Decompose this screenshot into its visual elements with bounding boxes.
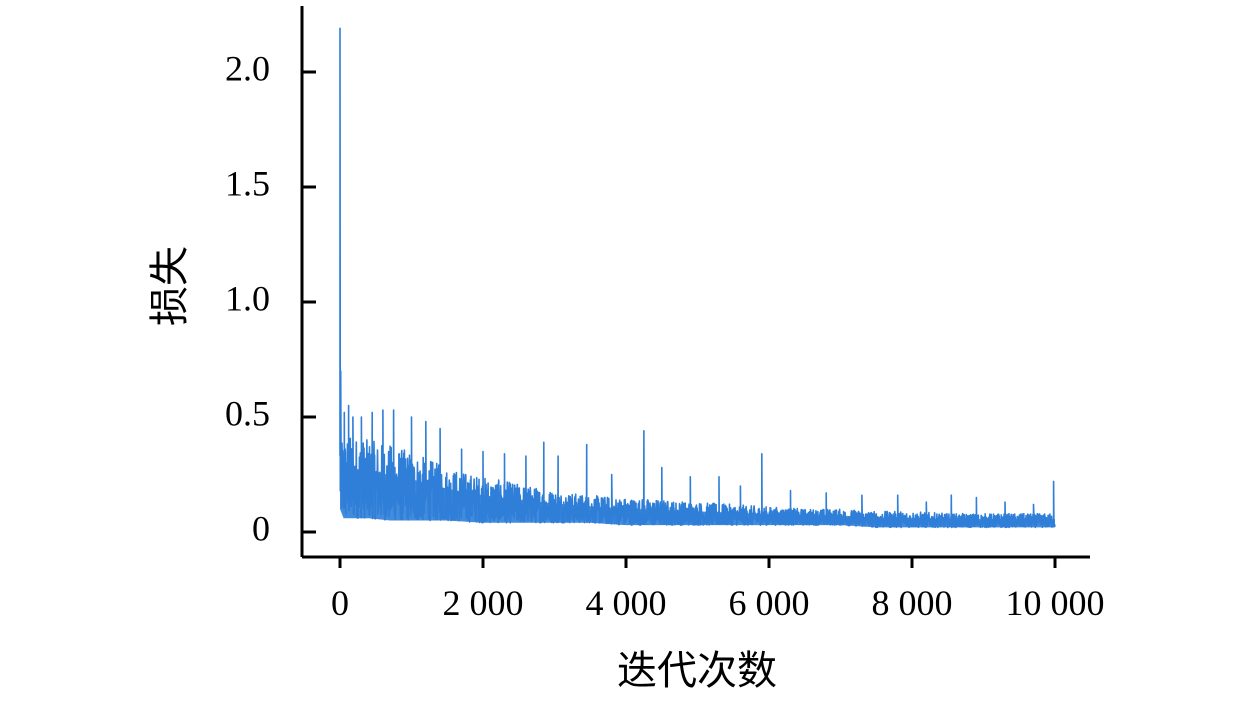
x-tick-label: 10 000 (1006, 583, 1105, 623)
x-tick-label: 4 000 (586, 583, 667, 623)
series-layer (339, 27, 1056, 529)
x-tick-label: 0 (331, 583, 349, 623)
y-tick-label: 2.0 (225, 48, 270, 88)
y-tick-label: 1.5 (225, 163, 270, 203)
x-tick-label: 8 000 (872, 583, 953, 623)
y-tick-label: 0.5 (225, 393, 270, 433)
x-tick-label: 6 000 (729, 583, 810, 623)
y-axis-ticks: 0 0.5 1.0 1.5 2.0 (225, 48, 316, 548)
x-axis-title: 迭代次数 (617, 648, 777, 694)
y-tick-label: 0 (252, 508, 270, 548)
loss-series-line (339, 27, 1056, 529)
x-axis-ticks: 0 2 000 4 000 6 000 8 000 10 000 (331, 557, 1105, 623)
y-axis-title: 损失 (147, 246, 193, 326)
y-tick-label: 1.0 (225, 278, 270, 318)
x-tick-label: 2 000 (443, 583, 524, 623)
